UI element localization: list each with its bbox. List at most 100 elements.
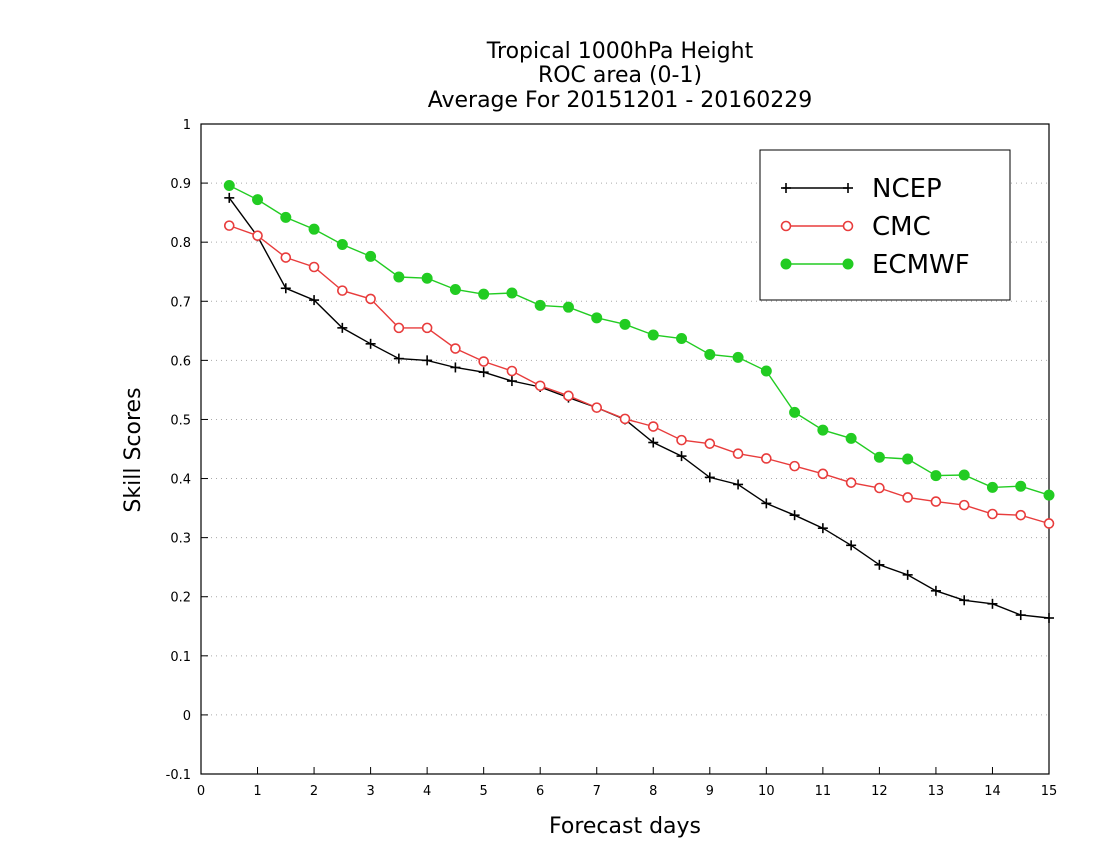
data-point-ecmwf	[365, 250, 377, 262]
data-point-ecmwf	[591, 312, 603, 324]
data-point-cmc	[308, 261, 320, 273]
data-point-ecmwf	[506, 287, 518, 299]
data-point-ecmwf	[986, 481, 998, 493]
data-point-cmc	[647, 421, 659, 432]
data-point-cmc	[563, 390, 574, 402]
data-point-ecmwf	[223, 179, 235, 191]
data-point-ecmwf	[421, 272, 433, 284]
data-point-ncep	[959, 595, 970, 606]
data-point-ncep	[422, 355, 433, 366]
data-point-cmc	[252, 230, 263, 241]
data-point-cmc	[280, 252, 292, 263]
data-point-ecmwf	[619, 318, 631, 330]
data-point-cmc	[534, 380, 546, 392]
y-tick-label: 0.7	[170, 295, 191, 310]
y-tick-label: 0.2	[170, 591, 191, 606]
data-point-ecmwf	[732, 351, 744, 363]
y-tick-label: 0.6	[170, 354, 191, 369]
x-tick-label: 11	[815, 784, 832, 799]
data-point-ecmwf	[308, 223, 320, 235]
data-point-ncep	[450, 362, 461, 373]
data-point-cmc	[789, 460, 800, 472]
data-point-ncep	[846, 540, 857, 551]
data-point-cmc	[902, 492, 913, 503]
y-tick-label: 0.9	[170, 177, 191, 192]
data-point-cmc	[958, 499, 970, 511]
data-point-ecmwf	[704, 348, 716, 360]
data-point-cmc	[591, 402, 603, 413]
legend-marker	[843, 183, 853, 193]
data-point-ncep	[761, 498, 772, 509]
data-point-ncep	[506, 376, 517, 387]
data-point-cmc	[845, 477, 857, 488]
x-tick-label: 12	[871, 784, 888, 799]
data-point-ecmwf	[845, 432, 857, 444]
x-tick-label: 7	[593, 784, 601, 799]
data-point-ecmwf	[336, 239, 348, 251]
data-point-cmc	[337, 285, 348, 296]
data-point-ncep	[930, 585, 941, 596]
data-point-ecmwf	[534, 299, 546, 311]
y-tick-label: -0.1	[166, 768, 191, 783]
x-tick-label: 3	[366, 784, 374, 799]
legend-marker	[780, 258, 792, 270]
data-point-ncep	[987, 598, 998, 609]
legend-label-ncep: NCEP	[872, 174, 942, 204]
y-tick-label: 0	[183, 709, 191, 724]
data-point-cmc	[987, 508, 998, 520]
x-tick-label: 13	[928, 784, 945, 799]
legend-marker	[842, 258, 854, 270]
data-point-ecmwf	[676, 333, 688, 344]
data-point-ecmwf	[873, 451, 885, 463]
data-point-cmc	[676, 434, 687, 446]
x-axis: 0 1 2 3 4 5 6 7 8 9 10 11 12 13 14 15	[197, 767, 1057, 799]
series-cmc	[223, 220, 1055, 529]
data-point-cmc	[619, 413, 631, 425]
chart-title: Tropical 1000hPa Height	[486, 39, 754, 64]
y-tick-label: 0.8	[170, 236, 191, 251]
data-point-cmc	[704, 438, 716, 449]
data-point-ecmwf	[449, 283, 461, 295]
data-point-ncep	[789, 510, 800, 521]
data-point-ncep	[224, 192, 235, 203]
legend-marker	[781, 183, 791, 193]
data-point-ecmwf	[789, 406, 801, 418]
data-point-cmc	[761, 453, 772, 464]
data-point-cmc	[1015, 509, 1027, 521]
data-point-cmc	[365, 293, 376, 305]
data-point-ecmwf	[817, 424, 829, 436]
x-tick-label: 4	[423, 784, 431, 799]
data-point-ncep	[365, 338, 376, 349]
y-tick-label: 1	[183, 118, 191, 133]
data-point-cmc	[393, 322, 405, 334]
data-point-ecmwf	[1015, 480, 1027, 492]
data-point-ecmwf	[1043, 489, 1055, 501]
data-point-cmc	[817, 468, 829, 480]
data-point-ncep	[478, 367, 489, 378]
x-tick-label: 6	[536, 784, 544, 799]
chart-subtitle: ROC area (0-1)	[538, 63, 702, 88]
legend: NCEP CMC ECMWF	[759, 149, 1011, 301]
y-axis-label: Skill Scores	[121, 387, 146, 512]
data-point-ecmwf	[252, 194, 264, 206]
legend-label-cmc: CMC	[872, 212, 931, 242]
legend-item-ncep: NCEP	[781, 174, 942, 204]
x-tick-label: 9	[706, 784, 714, 799]
x-tick-label: 0	[197, 784, 205, 799]
x-tick-label: 8	[649, 784, 657, 799]
data-point-ncep	[309, 295, 320, 306]
data-point-ecmwf	[562, 301, 574, 313]
series-line-ncep	[228, 197, 1050, 619]
x-tick-label: 1	[253, 784, 261, 799]
x-tick-label: 10	[758, 784, 775, 799]
x-tick-label: 5	[480, 784, 488, 799]
data-point-cmc	[421, 322, 433, 334]
legend-label-ecmwf: ECMWF	[872, 250, 970, 280]
series-group	[223, 179, 1055, 623]
data-point-ncep	[1015, 610, 1026, 621]
y-tick-label: 0.1	[170, 650, 191, 665]
data-point-cmc	[732, 448, 744, 460]
data-point-ecmwf	[958, 469, 970, 481]
legend-box	[759, 149, 1011, 301]
data-point-ncep	[648, 437, 659, 448]
